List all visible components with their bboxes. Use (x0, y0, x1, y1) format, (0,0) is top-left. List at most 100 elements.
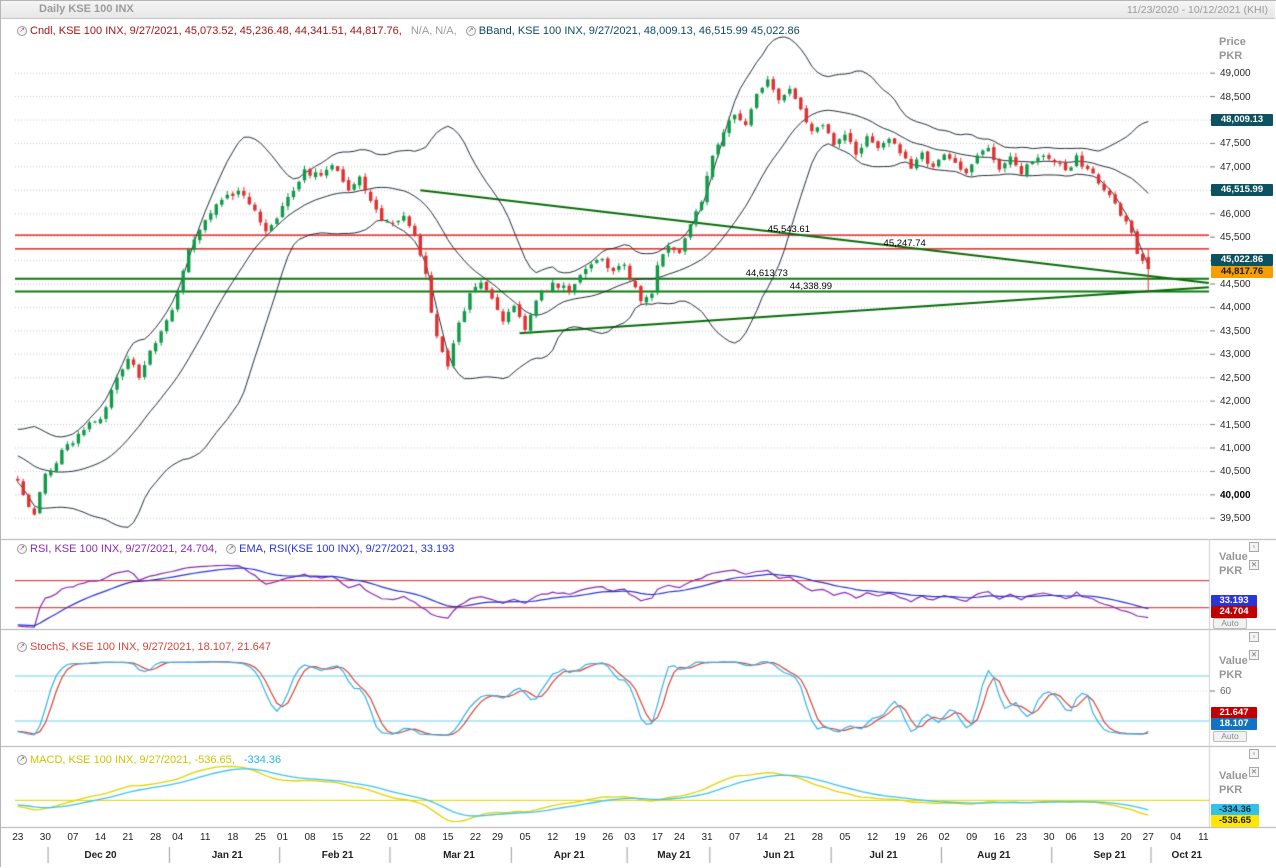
stoch-auto-button[interactable]: Auto (1213, 731, 1247, 742)
legend-price-entry[interactable]: Cndl, KSE 100 INX, 9/27/2021, 45,073.52,… (30, 25, 402, 38)
x-axis-day-label: 23 (1015, 832, 1027, 843)
price-axis-badge: 46,515.99 (1211, 184, 1273, 196)
legend-macd-entry[interactable]: MACD, KSE 100 INX, 9/27/2021, -536.65, (30, 754, 235, 767)
x-axis-month-label: Mar 21 (443, 850, 475, 861)
price-axis-title-line2: PKR (1219, 50, 1243, 62)
x-axis-month-label: Sep 21 (1093, 850, 1126, 861)
x-axis-day-label: 19 (574, 832, 586, 843)
legend-marker-icon[interactable]: ↗ (17, 26, 27, 37)
price-axis-tick: 40,500 (1220, 466, 1251, 478)
x-axis-day-label: 01 (276, 832, 289, 843)
x-axis-day-label: 14 (94, 832, 107, 843)
x-axis-day-label: 19 (894, 832, 906, 843)
maximize-icon[interactable]: ▫ (1249, 749, 1259, 759)
macd-panel-controls: ▫ ✕ (1247, 749, 1275, 777)
rsi-panel-controls: ▫ ✕ (1247, 542, 1275, 570)
legend-price: ↗ Cndl, KSE 100 INX, 9/27/2021, 45,073.52… (17, 25, 809, 38)
price-axis-tick: 43,000 (1220, 349, 1251, 361)
x-axis-day-label: 21 (122, 832, 134, 843)
x-axis-day-label: 09 (966, 832, 978, 843)
x-axis-month-label: Jun 21 (762, 850, 795, 861)
price-axis-title: Price PKR (1219, 35, 1246, 63)
price-axis-badge: 44,817.76 (1211, 266, 1273, 278)
price-axis-tick: 39,500 (1220, 513, 1251, 525)
stoch-axis-title-line1: Value (1219, 655, 1248, 667)
stoch-axis-badge: 18.107 (1211, 718, 1257, 730)
price-axis-tick: 46,000 (1220, 208, 1251, 220)
x-axis-day-label: 01 (387, 832, 399, 843)
x-axis-month-label: Oct 21 (1171, 850, 1203, 861)
title-bar[interactable]: Daily KSE 100 INX 11/23/2020 - 10/12/202… (1, 1, 1275, 19)
price-axis-tick: 41,000 (1220, 442, 1251, 454)
legend-macd: ↗ MACD, KSE 100 INX, 9/27/2021, -536.65, -… (17, 754, 290, 767)
price-axis-tick: 45,500 (1220, 232, 1251, 244)
rsi-axis-title: Value PKR (1219, 550, 1248, 578)
legend-marker-icon[interactable]: ↗ (17, 544, 27, 555)
x-axis-day-label: 23 (12, 832, 24, 843)
price-axis-tick: 49,000 (1220, 68, 1251, 80)
x-axis-day-label: 05 (839, 832, 851, 843)
x-axis-day-label: 08 (304, 832, 316, 843)
x-axis-day-label: 15 (332, 832, 344, 843)
price-axis-tick: 44,500 (1220, 279, 1251, 290)
x-axis-month-label: Jan 21 (211, 850, 243, 861)
stoch-axis-badge: 21.647 (1211, 707, 1257, 719)
legend-rsi-entry[interactable]: RSI, KSE 100 INX, 9/27/2021, 24.704, (30, 543, 218, 556)
price-level-label: 45,247.74 (883, 237, 926, 249)
price-axis-tick: 44,000 (1220, 302, 1251, 314)
price-level-label: 44,338.99 (789, 280, 833, 292)
legend-stoch-entry[interactable]: StochS, KSE 100 INX, 9/27/2021, 18.107, … (30, 641, 271, 654)
legend-marker-icon[interactable]: ↗ (465, 26, 476, 37)
legend-marker-icon[interactable]: ↗ (17, 755, 27, 766)
x-axis-day-label: 22 (359, 832, 371, 843)
x-axis-month-label: Aug 21 (977, 850, 1011, 861)
x-axis-day-label: 02 (938, 832, 950, 843)
x-axis-day-label: 08 (414, 832, 426, 843)
price-axis-tick: 48,500 (1220, 91, 1251, 103)
price-axis-tick: 47,000 (1220, 161, 1251, 173)
price-axis-tick: 41,500 (1220, 419, 1251, 431)
price-axis-badge: 48,009.13 (1211, 114, 1273, 126)
legend-rsi-entry[interactable]: EMA, RSI(KSE 100 INX), 9/27/2021, 33.193 (239, 543, 455, 556)
legend-macd-entry[interactable]: -334.36 (243, 754, 282, 767)
legend-price-entry[interactable]: BBand, KSE 100 INX, 9/27/2021, 48,009.13… (478, 25, 800, 38)
x-axis-day-label: 14 (756, 832, 768, 843)
x-axis-day-label: 07 (729, 832, 741, 843)
x-axis-day-label: 03 (624, 832, 636, 843)
x-axis-month-label: Dec 20 (84, 850, 117, 861)
x-axis-day-label: 05 (519, 832, 531, 843)
price-axis-badge: 45,022.86 (1211, 254, 1273, 266)
x-axis-day-label: 18 (227, 832, 239, 843)
x-axis-day-label: 27 (1142, 832, 1154, 843)
legend-stoch: ↗ StochS, KSE 100 INX, 9/27/2021, 18.107,… (17, 641, 280, 654)
legend-marker-icon[interactable]: ↗ (226, 544, 237, 555)
maximize-icon[interactable]: ▫ (1249, 632, 1259, 642)
close-icon[interactable]: ✕ (1249, 650, 1259, 660)
rsi-axis-badge: 33.193 (1211, 595, 1257, 607)
x-axis-month-label: May 21 (657, 850, 691, 861)
price-axis-tick: 40,000 (1220, 489, 1251, 501)
close-icon[interactable]: ✕ (1249, 560, 1259, 570)
legend-price-entry[interactable]: N/A, N/A, (410, 25, 457, 38)
x-axis-day-label: 26 (916, 832, 928, 843)
x-axis-day-label: 11 (200, 832, 211, 843)
rsi-auto-button[interactable]: Auto (1213, 618, 1247, 629)
x-axis-day-label: 22 (469, 832, 482, 843)
x-axis-day-label: 28 (811, 832, 823, 843)
x-axis-day-label: 30 (39, 832, 51, 843)
date-range-label: 11/23/2020 - 10/12/2021 (KHI) (1126, 4, 1268, 16)
x-axis-day-label: 25 (254, 832, 266, 843)
close-icon[interactable]: ✕ (1249, 767, 1259, 777)
x-axis-day-label: 16 (993, 832, 1005, 843)
rsi-axis-title-line2: PKR (1219, 565, 1243, 577)
price-level-label: 44,613.73 (745, 267, 788, 279)
price-axis-tick: 42,500 (1220, 372, 1251, 384)
price-axis-title-line1: Price (1219, 36, 1246, 48)
x-axis-day-label: 17 (651, 832, 663, 843)
x-axis-day-label: 29 (491, 832, 504, 843)
x-axis-day-label: 28 (150, 832, 162, 843)
x-axis-day-label: 04 (1170, 832, 1182, 843)
legend-marker-icon[interactable]: ↗ (17, 642, 27, 653)
maximize-icon[interactable]: ▫ (1249, 542, 1259, 552)
